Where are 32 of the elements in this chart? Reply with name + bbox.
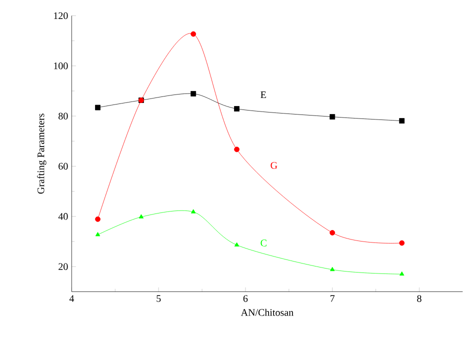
x-tick-label: 5 (156, 295, 161, 302)
x-tick-label: 8 (417, 295, 422, 302)
point (95, 216, 100, 222)
point (190, 91, 196, 97)
point (330, 230, 336, 236)
point (330, 114, 336, 120)
y-tick-label: 120 (54, 12, 68, 20)
y-tick-label: 40 (58, 213, 68, 220)
point (95, 104, 100, 110)
series-label: E (260, 92, 266, 98)
point (190, 31, 196, 37)
y-tick-label: 80 (58, 112, 68, 120)
point (400, 272, 404, 276)
series-label: C (260, 240, 266, 247)
point (190, 209, 196, 214)
x-axis-title: AN/Chitosan (240, 308, 294, 316)
x-tick-label: 4 (69, 295, 74, 302)
point (234, 242, 240, 247)
y-axis-title: Grafting Parameters (37, 114, 46, 194)
point (399, 240, 405, 246)
point (138, 214, 144, 219)
y-tick-label: 60 (58, 163, 68, 170)
point (330, 267, 335, 272)
y-tick-label: 20 (58, 263, 68, 270)
point (95, 232, 100, 236)
point (234, 106, 240, 112)
point (234, 146, 240, 152)
y-tick-label: 100 (54, 62, 68, 70)
x-tick-label: 6 (243, 295, 248, 302)
x-tick-label: 7 (330, 295, 335, 302)
series-label: G (270, 162, 278, 169)
point (399, 118, 405, 124)
